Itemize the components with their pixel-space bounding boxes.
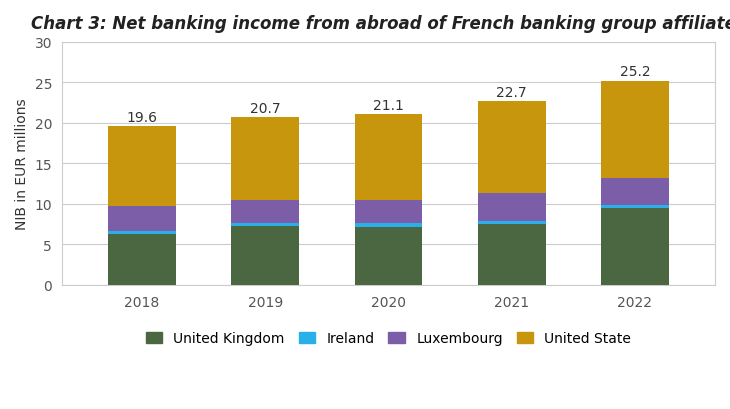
Bar [478,193,545,221]
Bar [478,221,545,225]
Bar [231,200,299,223]
Bar [108,234,176,285]
Y-axis label: NIB in EUR millions: NIB in EUR millions [15,99,29,230]
Bar [231,226,299,285]
Bar [355,200,423,224]
Bar [601,81,669,179]
Bar [108,127,176,206]
Bar [231,118,299,200]
Text: 22.7: 22.7 [496,85,527,99]
Bar [355,224,423,227]
Bar [355,115,423,200]
Bar [478,102,545,193]
Bar [355,227,423,285]
Bar [601,205,669,209]
Legend: United Kingdom, Ireland, Luxembourg, United State: United Kingdom, Ireland, Luxembourg, Uni… [140,326,637,351]
Bar [478,225,545,285]
Bar [108,231,176,234]
Bar [601,179,669,205]
Text: 21.1: 21.1 [373,98,404,112]
Text: 19.6: 19.6 [126,110,158,124]
Bar [601,209,669,285]
Title: Chart 3: Net banking income from abroad of French banking group affiliates: Chart 3: Net banking income from abroad … [31,15,730,33]
Text: 25.2: 25.2 [620,65,650,79]
Bar [108,206,176,231]
Text: 20.7: 20.7 [250,101,280,115]
Bar [231,223,299,226]
